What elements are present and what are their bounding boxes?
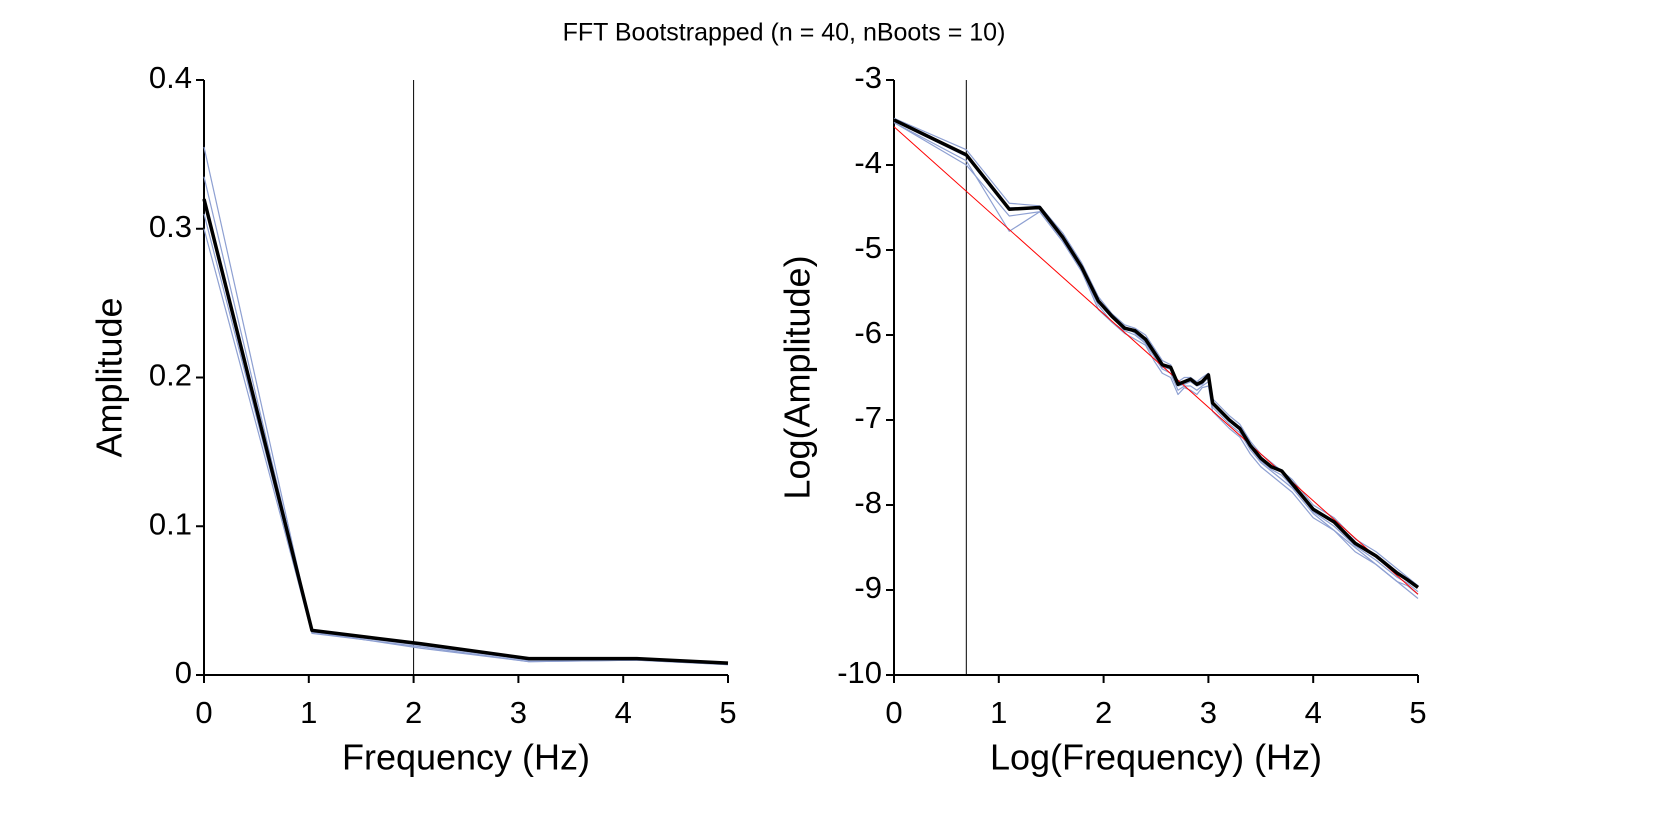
x-tick-label: 0 [195,695,212,730]
series-line [202,198,729,665]
y-tick-label: -4 [854,145,882,180]
y-tick-label: 0.1 [149,506,192,541]
x-tick-label: 0 [885,695,902,730]
y-tick-label: 0.3 [149,209,192,244]
x-tick-label: 3 [1200,695,1217,730]
series-line [203,146,729,664]
y-tick-label: 0.2 [149,358,192,393]
x-tick-label: 4 [1305,695,1322,730]
y-tick-label: -8 [854,485,882,520]
y-tick-label: -3 [854,60,882,95]
y-axis-label: Amplitude [89,297,130,457]
series-line [893,121,1419,599]
series-line [203,176,729,664]
series-line [893,118,1420,589]
x-tick-label: 5 [1409,695,1426,730]
figure-title: FFT Bootstrapped (n = 40, nBoots = 10) [563,19,1006,47]
x-tick-label: 5 [719,695,736,730]
y-axis-label: Log(Amplitude) [777,255,818,499]
x-tick-label: 3 [510,695,527,730]
series-line [893,126,1419,595]
x-axis-label: Log(Frequency) (Hz) [990,737,1322,778]
series-line [203,228,729,666]
y-tick-label: -10 [837,655,882,690]
series-line [893,121,1419,595]
y-tick-label: -7 [854,400,882,435]
x-tick-label: 1 [990,695,1007,730]
x-tick-label: 4 [615,695,632,730]
y-tick-label: 0.4 [149,60,192,95]
y-tick-label: -5 [854,230,882,265]
x-axis-label: Frequency (Hz) [342,737,590,778]
y-tick-label: -9 [854,570,882,605]
y-tick-label: -6 [854,315,882,350]
series-line [203,213,729,666]
x-tick-label: 2 [405,695,422,730]
x-tick-label: 2 [1095,695,1112,730]
y-tick-label: 0 [175,655,192,690]
x-tick-label: 1 [300,695,317,730]
series-line [893,117,1419,587]
